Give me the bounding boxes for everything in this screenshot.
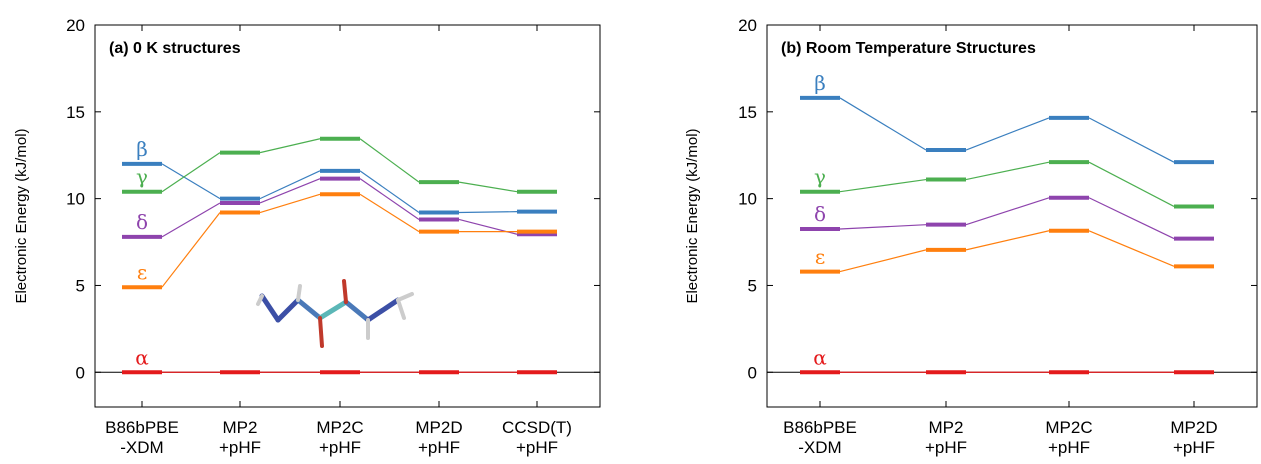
series-connector <box>161 152 221 193</box>
series-connector <box>259 193 321 214</box>
series-connector <box>161 212 221 288</box>
y-tick-label: 15 <box>66 103 85 122</box>
series-label: δ <box>814 202 826 226</box>
plot-frame <box>94 24 601 408</box>
y-tick-label: 5 <box>76 276 85 295</box>
x-tick-label: +pHF <box>1048 438 1090 457</box>
x-tick-label: MP2D <box>415 418 462 437</box>
series-label: δ <box>136 210 148 234</box>
x-tick-label: MP2 <box>223 418 258 437</box>
x-tick-label: +pHF <box>418 438 460 457</box>
plot-frame <box>766 24 1258 408</box>
y-axis-label: Electronic Energy (kJ/mol) <box>684 128 701 303</box>
series-connector <box>458 181 518 193</box>
y-axis-label: Electronic Energy (kJ/mol) <box>13 128 30 303</box>
series-connector <box>965 230 1050 251</box>
y-tick-label: 20 <box>738 16 757 35</box>
series-connector <box>965 117 1050 151</box>
series-connector <box>259 138 321 154</box>
series-label: α <box>135 345 149 369</box>
x-tick-label: CCSD(T) <box>502 418 572 437</box>
series-label: β <box>814 71 826 95</box>
series-connector <box>1088 230 1175 267</box>
x-tick-label: B86bPBE <box>105 418 179 437</box>
x-tick-label: MP2C <box>1045 418 1092 437</box>
series-label: β <box>136 137 148 161</box>
x-tick-label: MP2C <box>316 418 363 437</box>
series-connector <box>1088 117 1175 163</box>
series-connector <box>359 170 420 214</box>
x-tick-label: -XDM <box>798 438 841 457</box>
y-tick-label: 10 <box>66 190 85 209</box>
series-connector <box>259 178 321 204</box>
x-tick-label: +pHF <box>319 438 361 457</box>
x-tick-label: +pHF <box>925 438 967 457</box>
series-connector <box>259 170 321 200</box>
panel-title: (a) 0 K structures <box>109 40 241 57</box>
series-label: γ <box>814 165 826 189</box>
panel-a: (a) 0 K structures Electronic Energy (kJ… <box>13 16 601 457</box>
series-connector <box>161 163 221 200</box>
series-connector <box>458 211 518 214</box>
series-connector <box>1088 161 1175 207</box>
y-tick-label: 15 <box>738 103 757 122</box>
series-connector <box>839 224 927 230</box>
panel-b: (b) Room Temperature Structures Electron… <box>684 16 1258 457</box>
series-connector <box>839 97 927 151</box>
series-connector <box>359 138 420 183</box>
series-connector <box>359 193 420 233</box>
series-connector <box>359 178 420 220</box>
x-tick-label: MP2 <box>929 418 964 437</box>
series-connector <box>839 178 927 193</box>
x-tick-label: +pHF <box>219 438 261 457</box>
series-label: ε <box>137 260 147 284</box>
panel-title: (b) Room Temperature Structures <box>781 40 1036 57</box>
series-connector <box>965 161 1050 181</box>
series-connector <box>839 249 927 273</box>
y-tick-label: 5 <box>748 276 757 295</box>
y-tick-label: 10 <box>738 190 757 209</box>
series-label: γ <box>136 165 148 189</box>
x-tick-label: B86bPBE <box>783 418 857 437</box>
series-connector <box>161 202 221 238</box>
molecule-structure-image <box>256 279 414 348</box>
series-connector <box>965 197 1050 226</box>
x-tick-label: +pHF <box>1173 438 1215 457</box>
series-connector <box>1088 197 1175 240</box>
series-label: ε <box>815 245 825 269</box>
series-label: α <box>813 345 827 369</box>
y-tick-label: 0 <box>748 363 757 382</box>
x-tick-label: +pHF <box>516 438 558 457</box>
x-tick-label: -XDM <box>120 438 163 457</box>
y-tick-label: 20 <box>66 16 85 35</box>
y-tick-label: 0 <box>76 363 85 382</box>
x-tick-label: MP2D <box>1170 418 1217 437</box>
